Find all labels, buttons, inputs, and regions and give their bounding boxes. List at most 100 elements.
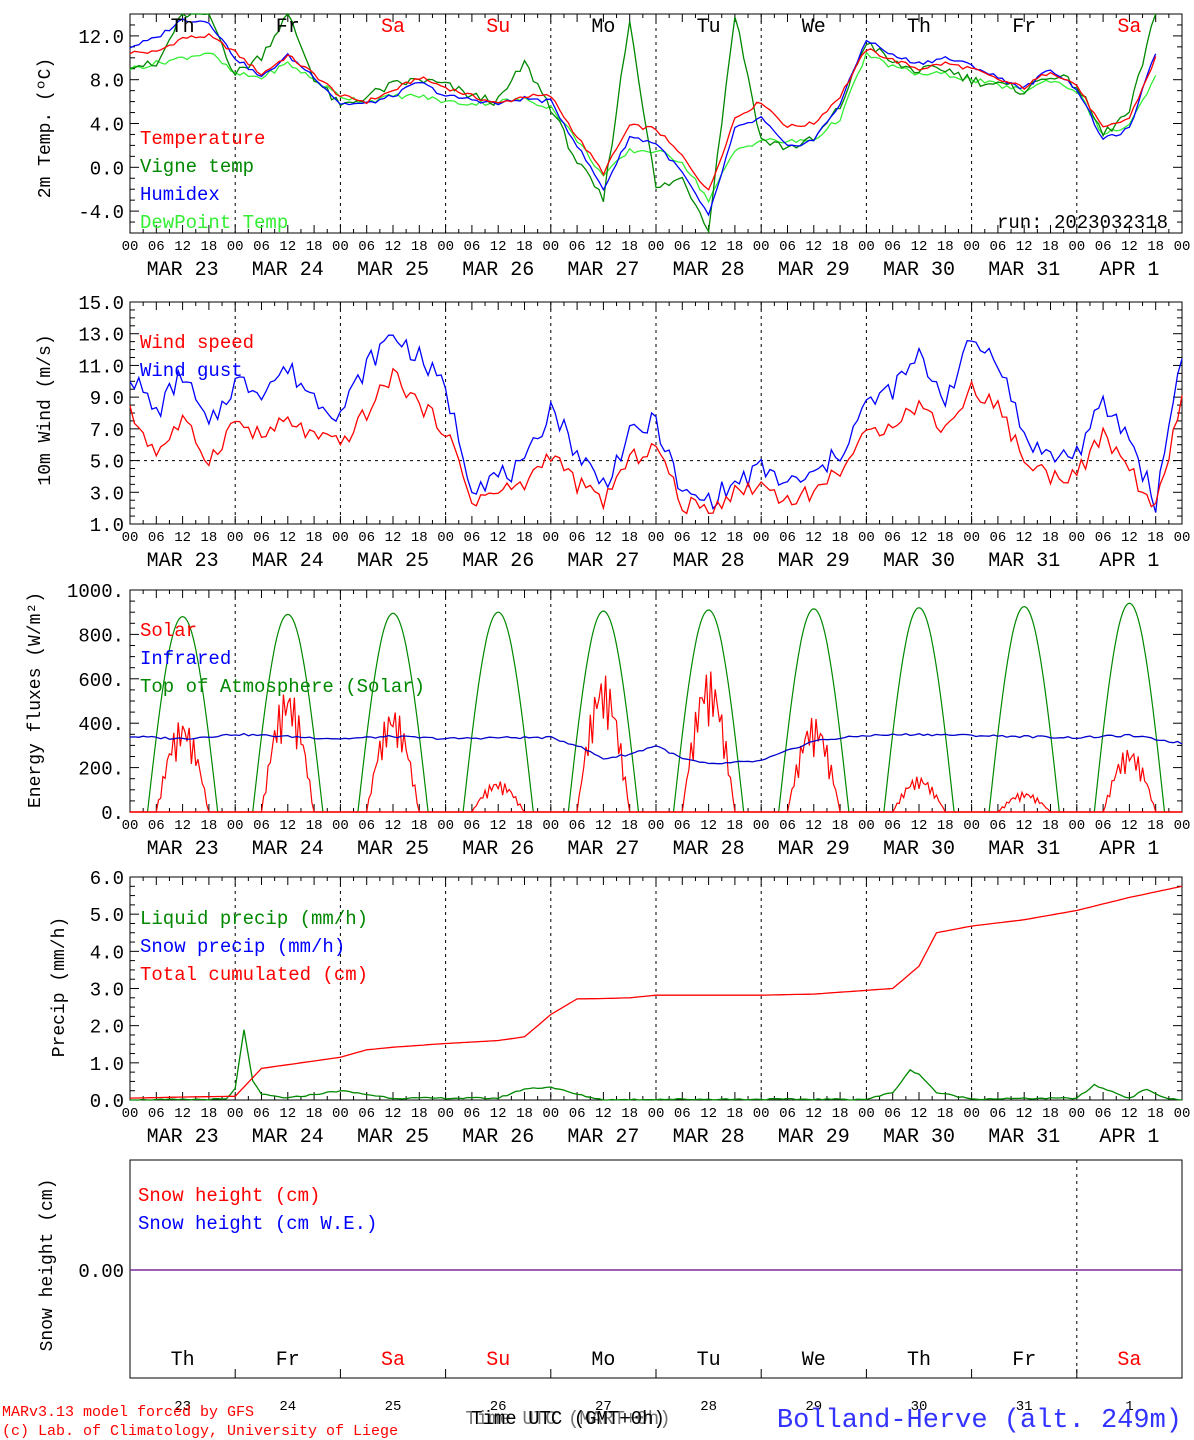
wind-hour-label: 12 (911, 530, 928, 546)
temp-frame (129, 13, 1183, 234)
precip-ytick-label: 1.0 (90, 1054, 124, 1076)
legend-snow-precip: Snow precip (mm/h) (140, 936, 345, 958)
temp-hour-label: 00 (648, 239, 665, 255)
snow-day-number: 28 (700, 1399, 717, 1415)
precip-hour-label: 18 (411, 1106, 428, 1122)
temp-hour-label: 18 (516, 239, 533, 255)
precip-hour-label: 06 (674, 1106, 691, 1122)
temp-hour-label: 00 (437, 239, 454, 255)
precip-hour-label: 00 (963, 1106, 980, 1122)
precip-hour-label: 06 (989, 1106, 1006, 1122)
precip-hour-label: 00 (753, 1106, 770, 1122)
temp-ytick-label: 0.0 (90, 158, 124, 180)
energy-hour-label: 12 (174, 818, 191, 834)
temp-day-name: We (802, 16, 826, 39)
wind-hour-label: 00 (858, 530, 875, 546)
temp-date-label: MAR 23 (147, 259, 219, 282)
wind-hour-label: 00 (122, 530, 139, 546)
legend-temperature: Temperature (140, 128, 265, 150)
temp-day-name: Tu (697, 16, 721, 39)
toa-solar-arc (988, 605, 1060, 813)
temp-hour-label: 12 (911, 239, 928, 255)
temp-hour-label: 12 (1121, 239, 1138, 255)
wind-hour-label: 00 (542, 530, 559, 546)
precip-hour-label: 18 (516, 1106, 533, 1122)
wind-ylabel: 10m Wind (m/s) (36, 334, 56, 485)
temp-day-name: Th (171, 16, 195, 39)
energy-hour-label: 06 (674, 818, 691, 834)
temp-day-name: Fr (1012, 16, 1036, 39)
temp-hour-label: 12 (174, 239, 191, 255)
wind-hour-label: 12 (279, 530, 296, 546)
temp-hour-label: 18 (200, 239, 217, 255)
energy-hour-label: 18 (411, 818, 428, 834)
legend-wind-speed: Wind speed (140, 332, 254, 354)
wind-hour-label: 12 (805, 530, 822, 546)
temp-hour-label: 06 (148, 239, 165, 255)
precip-hour-label: 00 (437, 1106, 454, 1122)
snow-day-number: 1 (1125, 1399, 1133, 1415)
wind-ytick-label: 7.0 (90, 420, 124, 442)
snow-day-name: Mo (591, 1349, 615, 1372)
precip-legend: Liquid precip (mm/h) Snow precip (mm/h) … (140, 908, 368, 986)
energy-date-label: MAR 27 (567, 838, 639, 861)
temp-hour-label: 06 (779, 239, 796, 255)
precip-hour-label: 18 (832, 1106, 849, 1122)
energy-date-label: MAR 26 (462, 838, 534, 861)
precip-date-label: MAR 26 (462, 1126, 534, 1149)
precip-date-label: MAR 27 (567, 1126, 639, 1149)
grid-lines (129, 13, 1183, 1378)
energy-date-label: MAR 30 (883, 838, 955, 861)
precip-date-label: MAR 23 (147, 1126, 219, 1149)
energy-hour-label: 06 (569, 818, 586, 834)
temp-day-name: Mo (591, 16, 615, 39)
energy-ylabel: Energy fluxes (W/m²) (26, 592, 46, 808)
temp-hour-label: 12 (279, 239, 296, 255)
precip-hour-label: 00 (332, 1106, 349, 1122)
energy-hour-label: 00 (227, 818, 244, 834)
toa-solar-arc (778, 608, 850, 813)
temp-hour-label: 00 (122, 239, 139, 255)
temp-date-label: MAR 27 (567, 259, 639, 282)
energy-ytick-label: 600. (78, 670, 124, 692)
wind-hour-label: 00 (963, 530, 980, 546)
toa-solar-arc (567, 610, 640, 813)
wind-series-gust (129, 334, 1183, 513)
energy-hour-label: 18 (621, 818, 638, 834)
legend-dewpoint: DewPoint Temp (140, 212, 288, 234)
temp-hour-label: 12 (490, 239, 507, 255)
temp-ytick-label: 8.0 (90, 71, 124, 93)
wind-hour-label: 00 (753, 530, 770, 546)
run-annotation: run: 2023032318 (997, 212, 1168, 234)
wind-hour-label: 06 (569, 530, 586, 546)
wind-hour-label: 12 (490, 530, 507, 546)
precip-hour-label: 18 (1147, 1106, 1164, 1122)
snow-day-name: Fr (1012, 1349, 1036, 1372)
wind-hour-label: 00 (227, 530, 244, 546)
precip-hour-label: 00 (542, 1106, 559, 1122)
temp-ytick-label: 4.0 (90, 115, 124, 137)
energy-date-label: MAR 24 (252, 838, 324, 861)
legend-liquid-precip: Liquid precip (mm/h) (140, 908, 368, 930)
wind-hour-label: 12 (595, 530, 612, 546)
temp-hour-label: 12 (805, 239, 822, 255)
snow-legend: Snow height (cm) Snow height (cm W.E.) (138, 1185, 377, 1235)
precip-hour-label: 12 (1121, 1106, 1138, 1122)
temp-hour-label: 12 (1016, 239, 1033, 255)
snow-day-number: 27 (595, 1399, 612, 1415)
precip-hour-label: 00 (227, 1106, 244, 1122)
wind-hour-label: 06 (253, 530, 270, 546)
legend-wind-gust: Wind gust (140, 360, 243, 382)
energy-hour-label: 06 (884, 818, 901, 834)
precip-hour-label: 00 (648, 1106, 665, 1122)
total-cumulated-series (129, 885, 1183, 1099)
energy-hour-label: 00 (1068, 818, 1085, 834)
temp-hour-label: 18 (1147, 239, 1164, 255)
temp-date-label: MAR 26 (462, 259, 534, 282)
wind-ytick-label: 9.0 (90, 388, 124, 410)
temp-hour-label: 18 (726, 239, 743, 255)
wind-date-label: MAR 23 (147, 550, 219, 573)
energy-hour-label: 00 (1174, 818, 1191, 834)
x-axis-title: Time UTC (GMT+0h) (471, 1408, 665, 1430)
